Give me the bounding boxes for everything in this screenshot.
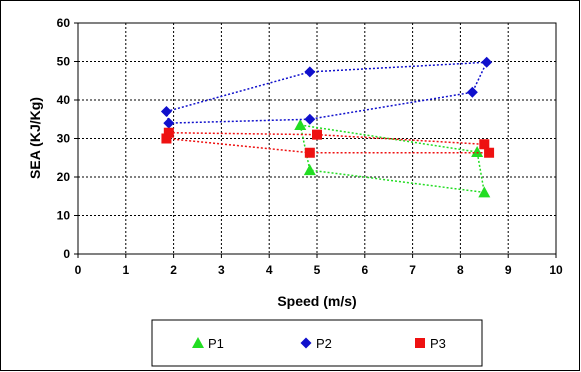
data-point-p1 bbox=[478, 186, 491, 198]
legend-box bbox=[151, 319, 483, 367]
data-point-p2 bbox=[466, 86, 478, 98]
x-tick-label: 4 bbox=[266, 263, 273, 277]
y-tick-label: 30 bbox=[57, 132, 71, 146]
x-axis-title: Speed (m/s) bbox=[277, 293, 356, 309]
legend-label-p1: P1 bbox=[208, 336, 224, 351]
x-tick-label: 6 bbox=[361, 263, 368, 277]
legend: P1 P2 P3 bbox=[151, 319, 483, 367]
data-point-p3 bbox=[304, 147, 315, 158]
x-tick-label: 10 bbox=[549, 263, 563, 277]
legend-marker-p3 bbox=[415, 338, 425, 348]
y-tick-label: 0 bbox=[63, 247, 70, 261]
data-point-p3 bbox=[163, 127, 174, 138]
data-point-p3 bbox=[479, 139, 490, 150]
x-tick-label: 3 bbox=[218, 263, 225, 277]
tick-labels: 0 1 2 3 4 5 6 7 8 9 10 0 10 20 30 40 50 60 bbox=[57, 16, 563, 277]
x-tick-label: 5 bbox=[314, 263, 321, 277]
x-tick-label: 1 bbox=[122, 263, 129, 277]
data-point-p1 bbox=[303, 164, 316, 176]
legend-marker-p2 bbox=[300, 337, 312, 349]
y-tick-label: 40 bbox=[57, 93, 71, 107]
data-point-p3 bbox=[161, 133, 172, 144]
y-tick-label: 50 bbox=[57, 55, 71, 69]
data-point-p2 bbox=[163, 117, 175, 129]
x-tick-label: 8 bbox=[457, 263, 464, 277]
series-group bbox=[160, 56, 495, 198]
series-p2 bbox=[160, 56, 493, 129]
data-point-p2 bbox=[304, 113, 316, 125]
data-point-p1 bbox=[294, 119, 307, 131]
x-tick-label: 2 bbox=[170, 263, 177, 277]
grid-lines bbox=[74, 22, 557, 258]
legend-label-p3: P3 bbox=[430, 336, 446, 351]
data-point-p3 bbox=[484, 147, 495, 158]
y-tick-label: 60 bbox=[57, 16, 71, 30]
data-point-p2 bbox=[160, 106, 172, 118]
data-point-p1 bbox=[471, 145, 484, 157]
x-tick-label: 7 bbox=[409, 263, 416, 277]
series-p1 bbox=[294, 119, 491, 198]
x-tick-label: 0 bbox=[75, 263, 82, 277]
data-point-p2 bbox=[304, 66, 316, 78]
legend-marker-p1 bbox=[192, 337, 204, 348]
data-point-p3 bbox=[312, 129, 322, 140]
y-tick-label: 10 bbox=[57, 209, 71, 223]
y-axis-title: SEA (KJ/Kg) bbox=[27, 97, 43, 179]
series-p3 bbox=[161, 127, 495, 158]
y-tick-label: 20 bbox=[57, 170, 71, 184]
data-point-p2 bbox=[481, 56, 493, 68]
legend-label-p2: P2 bbox=[316, 336, 332, 351]
x-tick-label: 9 bbox=[505, 263, 512, 277]
